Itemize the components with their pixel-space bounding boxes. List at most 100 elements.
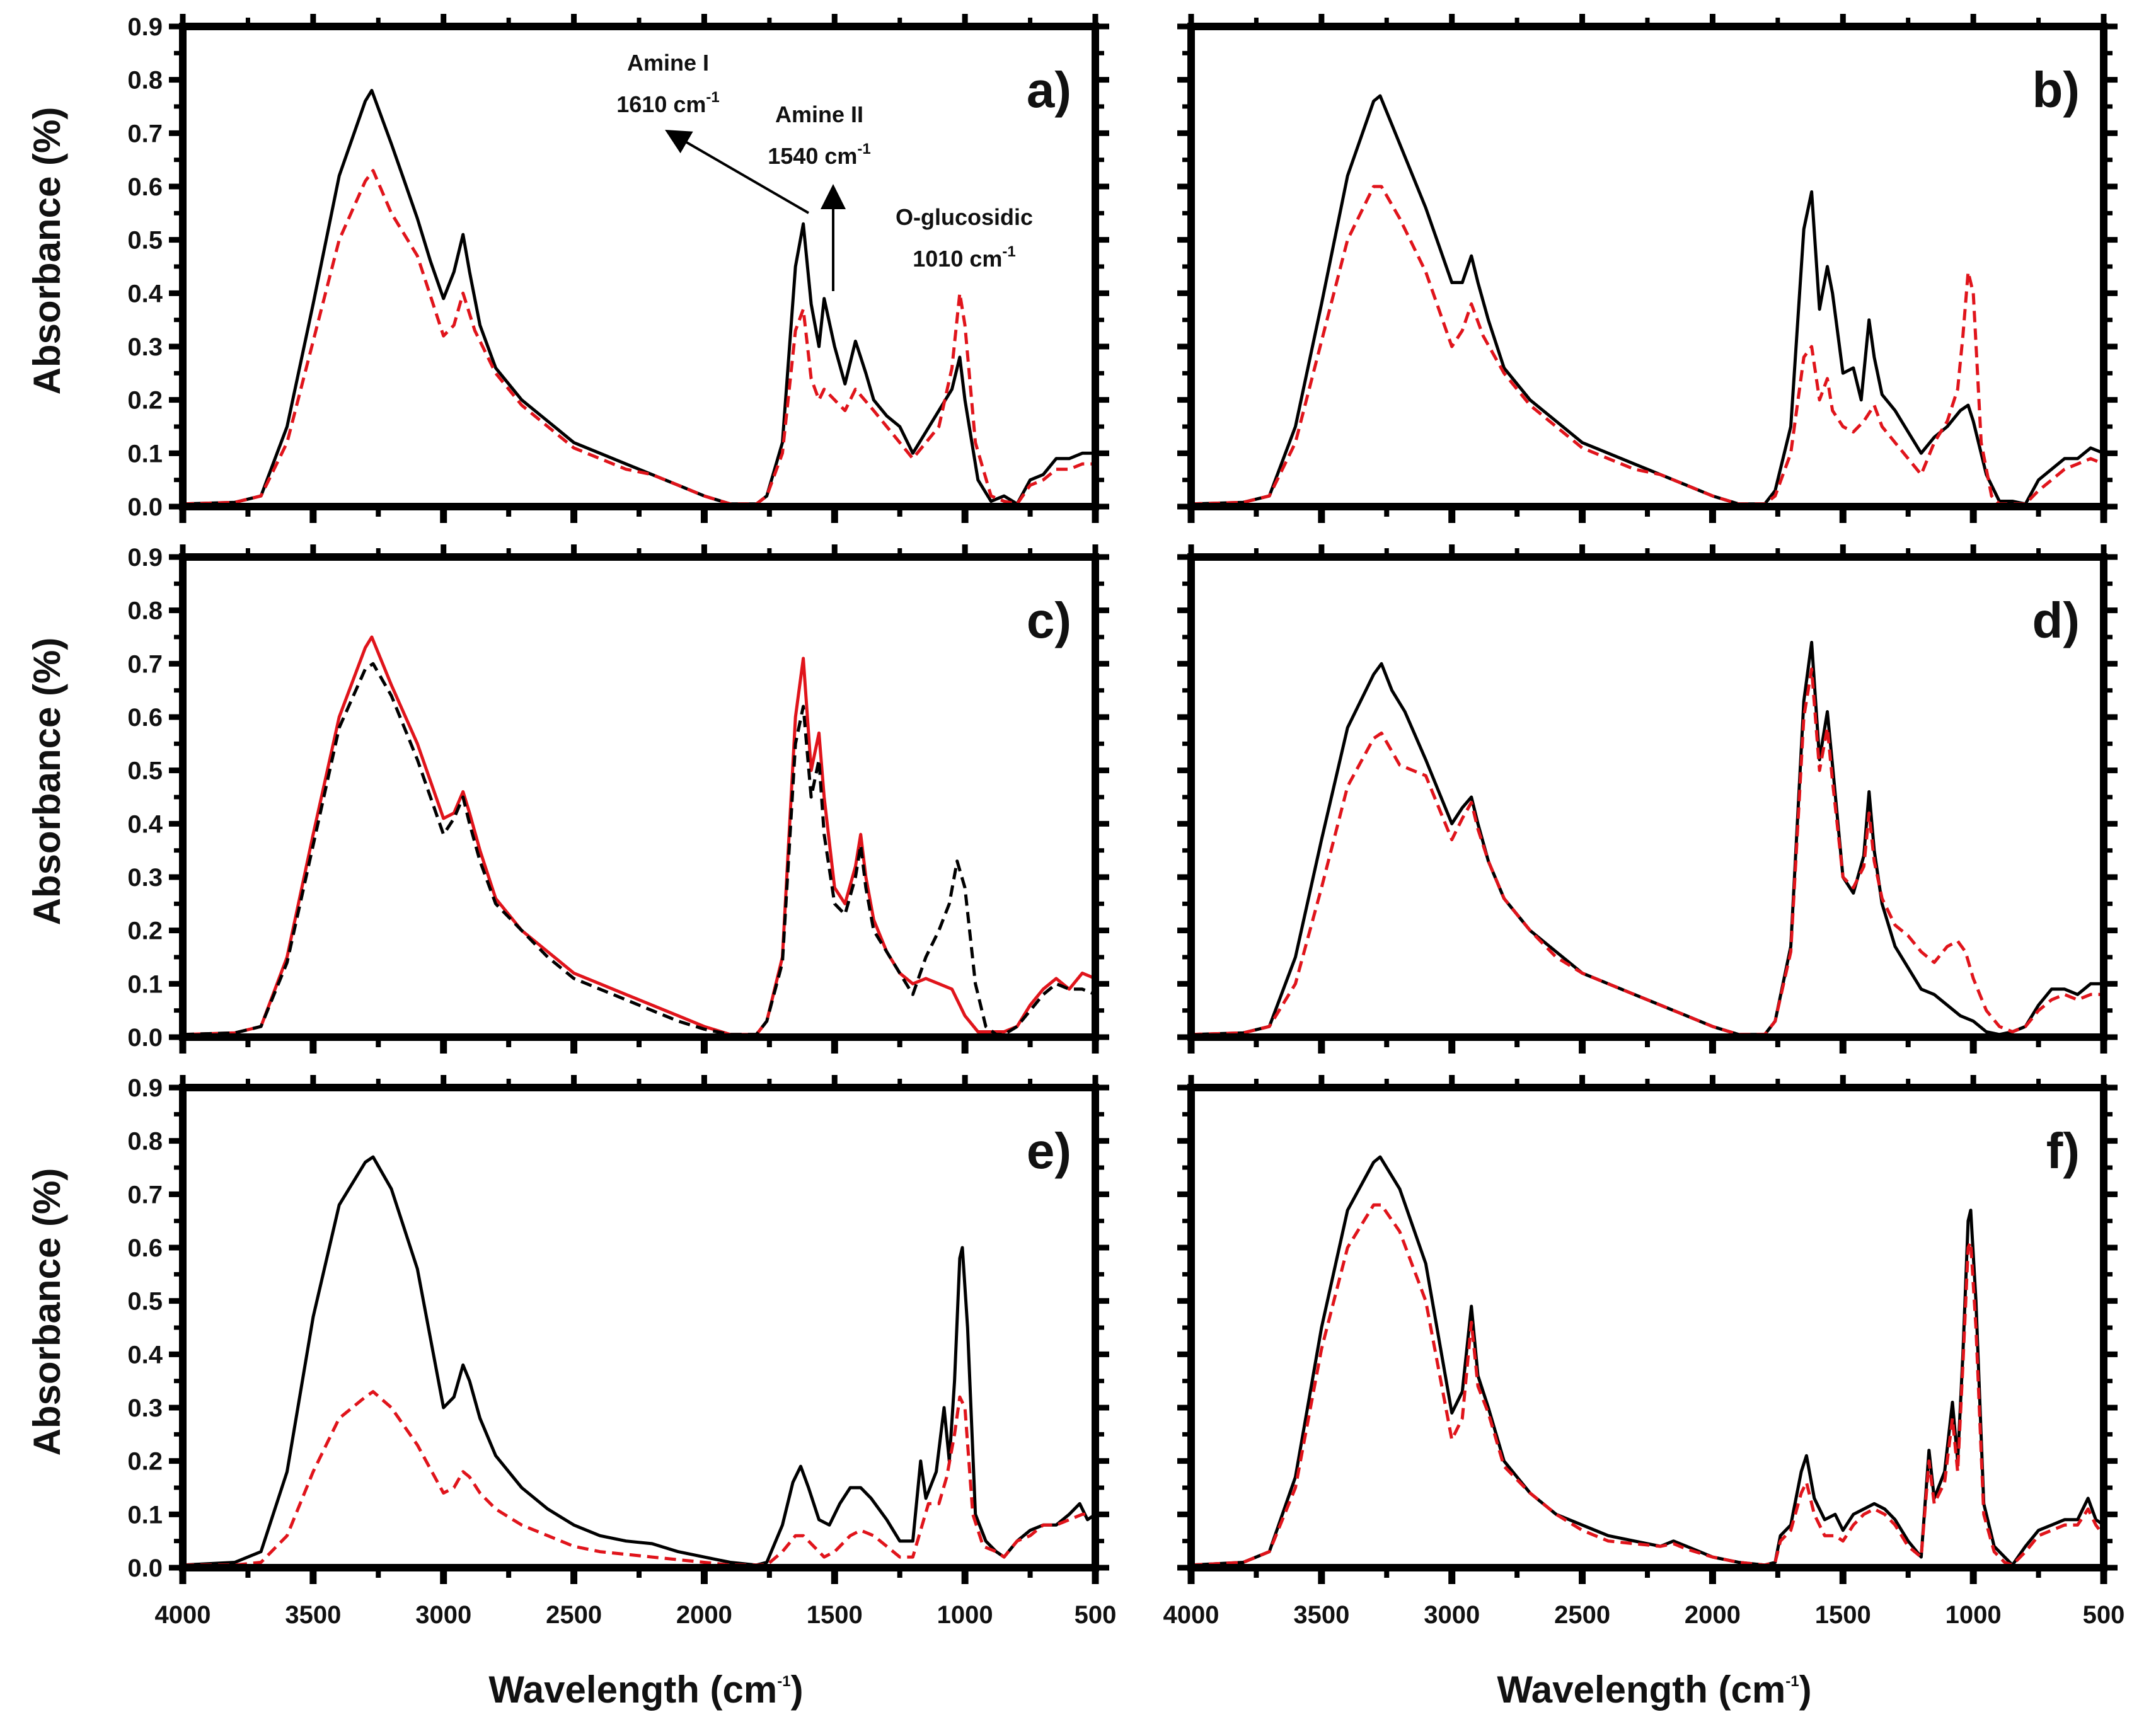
annotation-1-title: Amine I — [627, 50, 709, 76]
y-tick-label-c: 0.6 — [127, 704, 163, 732]
panel-label-e: e) — [1027, 1123, 1071, 1179]
y-tick-label-e: 0.7 — [127, 1181, 163, 1209]
y-tick-label-c: 0.5 — [127, 757, 163, 785]
y-tick-label-a: 0.4 — [127, 280, 163, 307]
annotation-1-wavenumber: 1610 cm-1 — [616, 89, 719, 117]
annotation-1-wavenumber-value: 1610 cm — [616, 91, 706, 117]
y-tick-label-a: 0.8 — [127, 67, 163, 95]
x-axis-title-right-main: Wavelength (cm — [1497, 1669, 1785, 1711]
panel-label-a: a) — [1027, 62, 1071, 118]
annotation-1-wavenumber-sup: -1 — [706, 89, 719, 106]
annotation-3-wavenumber-sup: -1 — [1002, 243, 1015, 260]
series-solid-d — [1191, 641, 2104, 1037]
amine-i-arrow — [665, 129, 810, 214]
annotation-3-title: O-glucosidic — [896, 204, 1033, 230]
y-tick-label-c: 0.3 — [127, 864, 163, 892]
y-tick-label-a: 0.0 — [127, 493, 163, 521]
panel-label-c: c) — [1027, 592, 1071, 648]
x-tick-label-e: 2000 — [676, 1601, 732, 1629]
y-tick-label-a: 0.6 — [127, 173, 163, 201]
series-dashed-d — [1191, 667, 2104, 1037]
x-axis-title-right-sup: -1 — [1785, 1673, 1799, 1690]
panel-label-d: d) — [2032, 592, 2080, 648]
y-tick-label-a: 0.3 — [127, 333, 163, 361]
y-tick-label-a: 0.1 — [127, 440, 163, 468]
x-tick-label-e: 1500 — [807, 1601, 863, 1629]
frame-e — [179, 1084, 1099, 1571]
x-axis-title-left: Wavelength (cm-1) — [488, 1669, 803, 1711]
series-solid-a — [183, 89, 1095, 506]
x-tick-label-f: 500 — [2083, 1601, 2125, 1629]
y-tick-label-e: 0.4 — [127, 1341, 163, 1369]
series-dashed-f — [1191, 1203, 2104, 1567]
panel-f: 4000 3500 3000 2500 2000 1500 1000 500 f) — [1163, 1075, 2125, 1629]
y-tick-label-e: 0.8 — [127, 1128, 163, 1156]
panels-group: 0.0 0.1 0.2 0.3 0.4 0.5 0.6 0.7 0.8 0.9 a) Amine I 1… — [127, 13, 2124, 1629]
y-axis-title-row2: Absorbance (%) — [26, 638, 68, 926]
x-tick-label-f: 2500 — [1554, 1601, 1610, 1629]
frame-f — [1187, 1084, 2107, 1571]
y-tick-label-c: 0.2 — [127, 917, 163, 945]
y-tick-label-c: 0.1 — [127, 970, 163, 998]
annotation-2-wavenumber-sup: -1 — [857, 141, 870, 158]
x-tick-label-f: 4000 — [1163, 1601, 1219, 1629]
series-dashed-a — [183, 169, 1095, 506]
y-tick-label-e: 0.1 — [127, 1501, 163, 1529]
x-tick-label-f: 1500 — [1815, 1601, 1871, 1629]
y-tick-label-c: 0.7 — [127, 650, 163, 678]
panel-label-f: f) — [2046, 1123, 2080, 1179]
x-tick-label-f: 3000 — [1424, 1601, 1480, 1629]
panel-d: d) — [1177, 544, 2118, 1054]
annotation-3-wavenumber-value: 1010 cm — [913, 246, 1002, 272]
x-tick-label-e: 1000 — [937, 1601, 993, 1629]
y-tick-label-a: 0.7 — [127, 120, 163, 147]
frame-d — [1187, 553, 2107, 1041]
x-tick-label-f: 3500 — [1293, 1601, 1349, 1629]
x-tick-label-e: 2500 — [546, 1601, 602, 1629]
y-tick-label-c: 0.8 — [127, 597, 163, 625]
y-tick-label-a: 0.9 — [127, 13, 163, 41]
annotation-2-wavenumber-value: 1540 cm — [768, 143, 857, 169]
x-axis-title-right: Wavelength (cm-1) — [1497, 1669, 1811, 1711]
x-tick-label-f: 1000 — [1946, 1601, 2002, 1629]
x-tick-label-e: 4000 — [155, 1601, 211, 1629]
x-axis-title-left-sup: -1 — [777, 1673, 790, 1690]
x-tick-label-f: 2000 — [1685, 1601, 1741, 1629]
x-tick-label-e: 3000 — [415, 1601, 471, 1629]
y-axis-title-row3: Absorbance (%) — [26, 1168, 68, 1456]
y-tick-label-c: 0.4 — [127, 810, 163, 838]
series-solid-e — [183, 1155, 1095, 1567]
y-tick-label-e: 0.3 — [127, 1394, 163, 1422]
series-dashed-e — [183, 1390, 1095, 1567]
annotation-3-wavenumber: 1010 cm-1 — [913, 243, 1015, 272]
x-axis-title-left-end: ) — [791, 1669, 804, 1711]
y-axis-title-row1: Absorbance (%) — [26, 107, 68, 395]
y-tick-label-e: 0.5 — [127, 1288, 163, 1316]
panel-b: b) — [1177, 14, 2118, 523]
x-axis-title-left-main: Wavelength (cm — [488, 1669, 777, 1711]
x-tick-label-e: 500 — [1075, 1601, 1117, 1629]
panel-c: 0.0 0.1 0.2 0.3 0.4 0.5 0.6 0.7 0.8 0.9 c) — [127, 544, 1109, 1054]
y-tick-label-e: 0.6 — [127, 1234, 163, 1262]
y-tick-label-e: 0.9 — [127, 1074, 163, 1102]
frame-c — [179, 553, 1099, 1041]
y-tick-label-a: 0.5 — [127, 227, 163, 255]
y-tick-label-e: 0.0 — [127, 1554, 163, 1582]
series-solid-b — [1191, 94, 2104, 506]
series-solid-red-c — [183, 635, 1095, 1037]
y-tick-label-c: 0.9 — [127, 544, 163, 572]
series-dashed-black-c — [183, 662, 1095, 1037]
panel-e: 0.0 0.1 0.2 0.3 0.4 0.5 0.6 0.7 0.8 0.9 4000 3500 30… — [127, 1074, 1116, 1629]
series-dashed-b — [1191, 185, 2104, 506]
series-solid-f — [1191, 1155, 2104, 1567]
y-tick-label-e: 0.2 — [127, 1448, 163, 1476]
annotation-2-title: Amine II — [775, 101, 863, 127]
x-axis-title-right-end: ) — [1799, 1669, 1812, 1711]
annotation-2-wavenumber: 1540 cm-1 — [768, 141, 870, 169]
x-tick-label-e: 3500 — [285, 1601, 341, 1629]
panel-a: 0.0 0.1 0.2 0.3 0.4 0.5 0.6 0.7 0.8 0.9 a) Amine I 1… — [127, 13, 1109, 523]
y-tick-label-c: 0.0 — [127, 1024, 163, 1052]
panel-label-b: b) — [2032, 62, 2080, 118]
y-tick-label-a: 0.2 — [127, 387, 163, 415]
